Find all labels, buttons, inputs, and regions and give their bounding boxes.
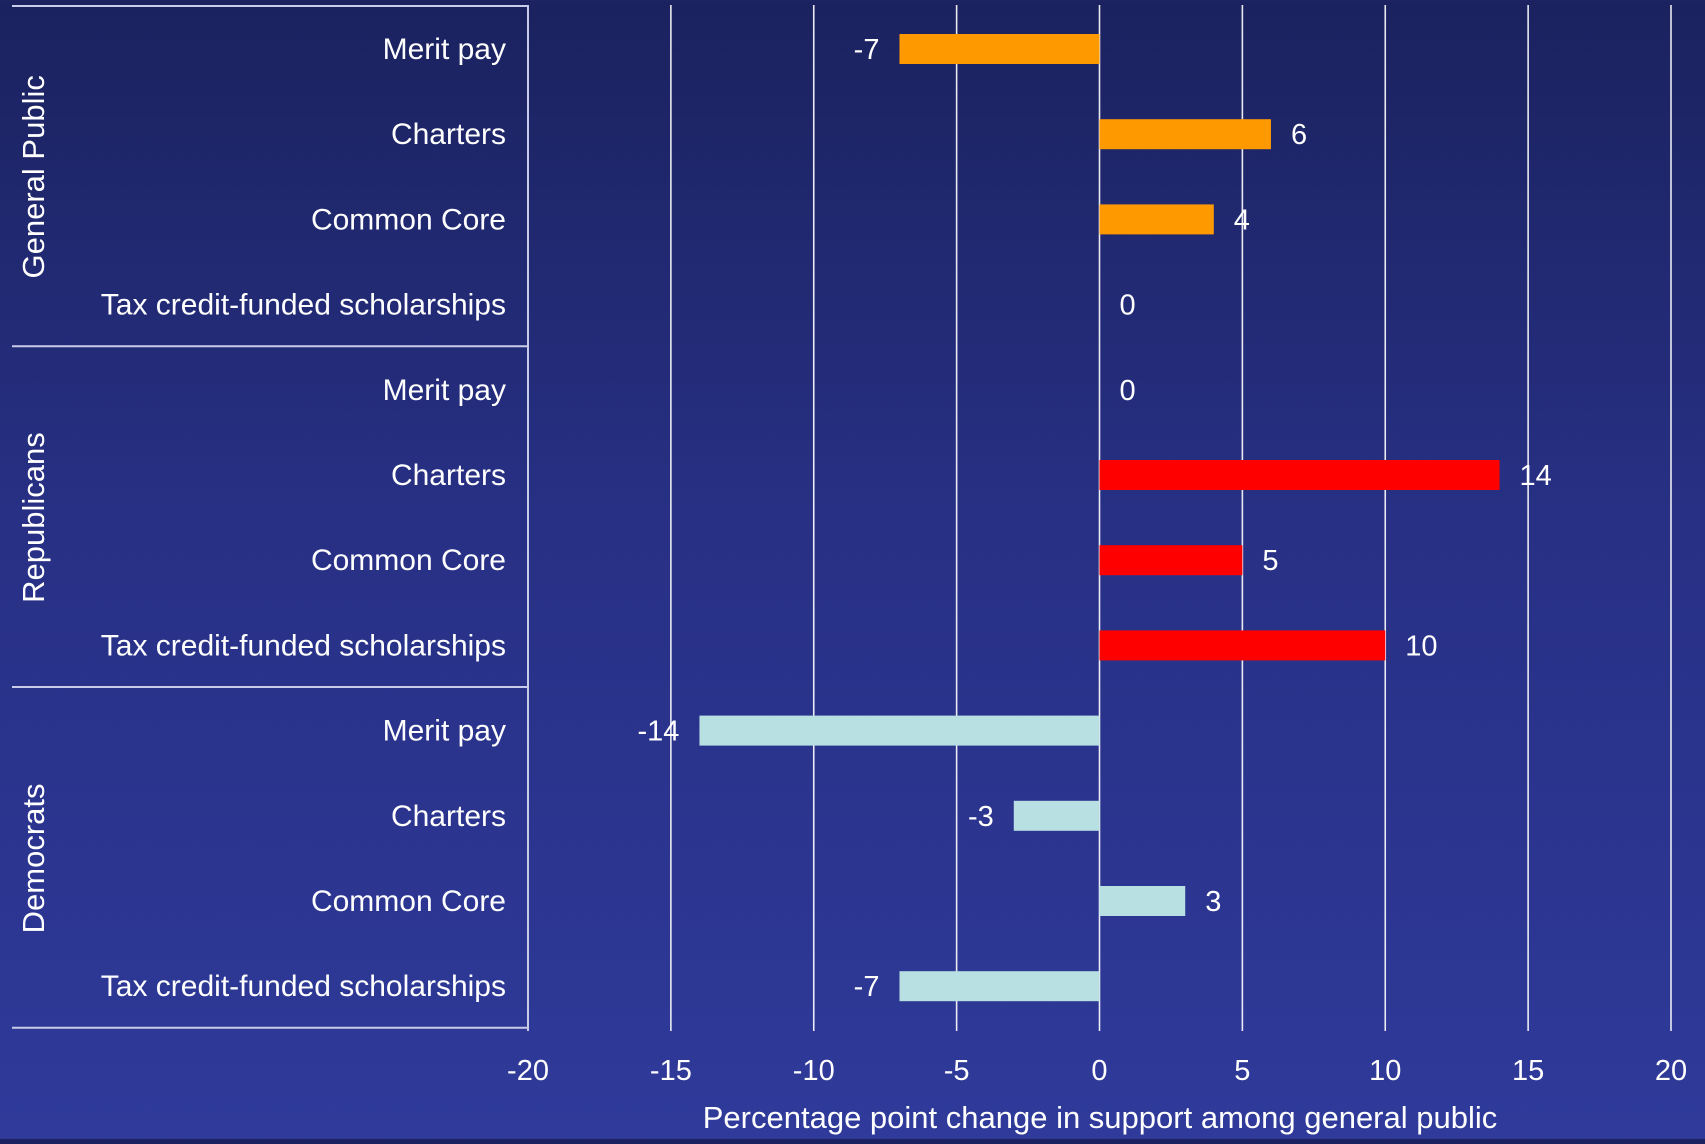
x-tick-label: -5 (944, 1055, 970, 1087)
category-label: Tax credit-funded scholarships (101, 970, 506, 1003)
data-label: 4 (1234, 204, 1250, 236)
category-label: Tax credit-funded scholarships (101, 289, 506, 322)
data-label: 5 (1262, 545, 1278, 577)
gridlines (670, 5, 1672, 1031)
group-label: Democrats (16, 783, 51, 933)
bar (899, 34, 1100, 64)
bar (699, 715, 1100, 746)
bar (899, 971, 1100, 1002)
x-tick-label: 5 (1234, 1055, 1250, 1087)
data-label: -14 (638, 716, 680, 748)
bar (1099, 119, 1271, 150)
bars (699, 34, 1500, 1002)
bar (1099, 460, 1500, 490)
bar (1099, 545, 1243, 576)
bar (1099, 204, 1214, 235)
bar (1099, 630, 1386, 661)
x-tick-label: 10 (1369, 1055, 1401, 1087)
x-axis-ticks: -20 -15 -10 -5 0 5 10 15 20 (507, 1055, 1687, 1087)
data-label: 6 (1291, 119, 1307, 151)
x-tick-label: -20 (507, 1055, 549, 1087)
category-label: Common Core (311, 203, 506, 236)
category-label: Charters (391, 459, 506, 492)
x-tick-label: -15 (650, 1055, 692, 1087)
category-frame (12, 5, 529, 1031)
group-labels: General Public Republicans Democrats (16, 75, 51, 933)
data-label: -7 (854, 971, 880, 1003)
category-labels: Merit pay Charters Common Core Tax credit-f… (101, 33, 506, 1003)
x-tick-label: 0 (1091, 1055, 1107, 1087)
category-label: Charters (391, 800, 506, 833)
category-label: Common Core (311, 544, 506, 577)
data-label: 14 (1520, 460, 1552, 492)
category-label: Merit pay (383, 715, 506, 748)
data-label: 10 (1405, 630, 1437, 662)
data-label: 0 (1120, 375, 1136, 407)
category-label: Charters (391, 118, 506, 151)
x-tick-label: 15 (1512, 1055, 1544, 1087)
group-label: General Public (16, 75, 51, 278)
x-tick-label: 20 (1655, 1055, 1687, 1087)
category-label: Tax credit-funded scholarships (101, 629, 506, 662)
data-label: -3 (968, 801, 994, 833)
data-labels: -7 6 4 0 0 14 5 10 -14 -3 3 -7 (638, 34, 1552, 1003)
data-label: 3 (1205, 886, 1221, 918)
group-label: Republicans (16, 432, 51, 603)
category-label: Common Core (311, 885, 506, 918)
data-label: -7 (854, 34, 880, 66)
x-axis-title: Percentage point change in support among… (703, 1100, 1498, 1135)
data-label: 0 (1120, 290, 1136, 322)
category-label: Merit pay (383, 374, 506, 407)
category-label: Merit pay (383, 33, 506, 66)
x-tick-label: -10 (793, 1055, 835, 1087)
bar (1013, 800, 1100, 831)
bar (1099, 886, 1186, 916)
